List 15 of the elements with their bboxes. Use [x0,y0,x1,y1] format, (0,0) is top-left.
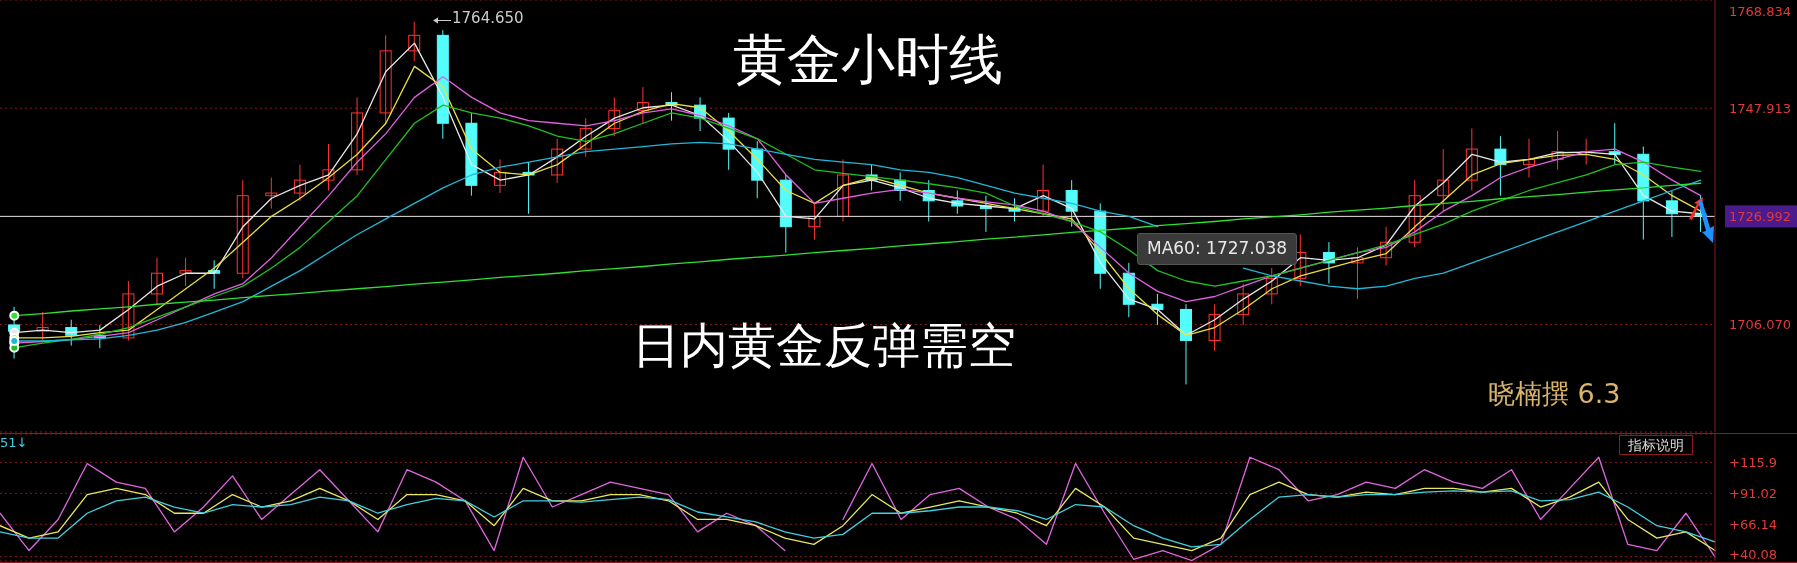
y-tick-label: 1768.834 [1729,3,1792,19]
annotation: 指标说明 [1619,435,1693,456]
annotation: 晓楠撰 6.3 [1488,378,1621,410]
y-tick-label: +115.9 [1729,454,1778,470]
annotation: 日内黄金反弹需空 [632,317,1016,374]
y-tick-label: 1706.070 [1729,317,1792,333]
y-tick-label: +91.02 [1729,485,1778,501]
text: 黄金小时线 [733,28,1003,91]
annotation: 1764.650 [452,9,524,28]
y-tick-label: 1747.913 [1729,100,1792,116]
annotation: 51↓ [0,435,28,451]
y-tick-label: 1726.992 [1729,208,1792,224]
annotation: MA60: 1727.038 [1137,233,1298,265]
y-tick-label: +40.08 [1729,546,1778,562]
y-tick-label: +66.14 [1729,516,1778,532]
